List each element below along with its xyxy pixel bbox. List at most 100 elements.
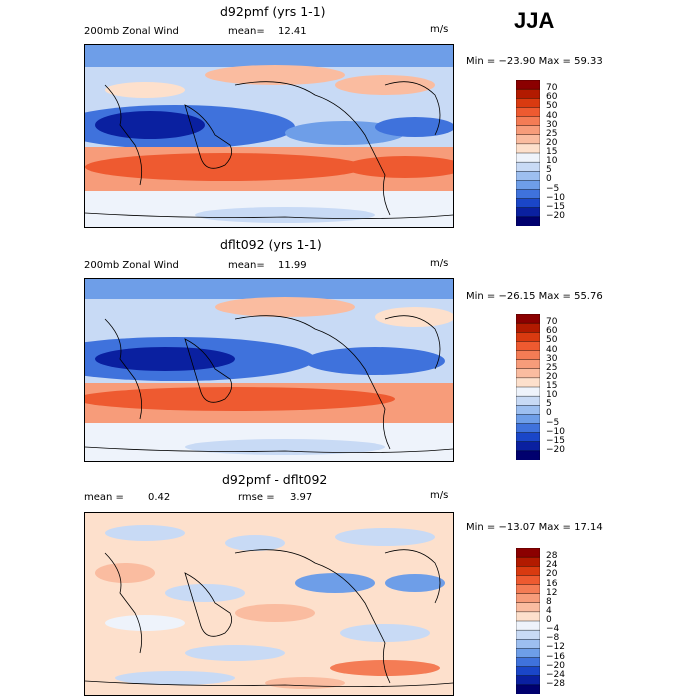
mean-value: 0.42: [148, 492, 171, 503]
colorbar-swatch: [516, 143, 540, 154]
units-label: m/s: [430, 490, 449, 501]
colorbar-level-label: −10: [546, 426, 565, 437]
colorbar-swatch: [516, 423, 540, 434]
colorbar-swatch: [516, 657, 540, 668]
units-label: m/s: [430, 24, 449, 35]
colorbar-swatch: [516, 450, 540, 460]
colorbar-level-label: 5: [546, 165, 552, 176]
colorbar-swatch: [516, 341, 540, 352]
colorbar-level-label: −28: [546, 678, 565, 689]
colorbar-level-label: −16: [546, 651, 565, 662]
mean-label: mean =: [84, 492, 124, 503]
colorbar-level-label: 28: [546, 551, 558, 562]
colorbar-swatch: [516, 395, 540, 406]
colorbar-swatch: [516, 556, 540, 567]
colorbar-level-label: 12: [546, 587, 558, 598]
colorbar-level-label: −15: [546, 201, 565, 212]
mean-value: 12.41: [278, 26, 307, 37]
colorbar-swatch: [516, 322, 540, 333]
colorbar-swatch: [516, 620, 540, 631]
colorbar-swatch: [516, 116, 540, 127]
colorbar-swatch: [516, 107, 540, 118]
colorbar-level-label: 20: [546, 137, 558, 148]
colorbar-level-label: 40: [546, 110, 558, 121]
colorbar-labels: 70 60 50 40 30 25 20 15 10 5 0 −5 −10 −15 −20: [546, 80, 576, 226]
colorbar-level-label: 4: [546, 605, 552, 616]
colorbar-swatch: [516, 125, 540, 136]
colorbar-swatch: [516, 161, 540, 172]
colorbar-level-label: 8: [546, 596, 552, 607]
colorbar-swatch: [516, 314, 540, 324]
colorbar-swatch: [516, 350, 540, 361]
colorbar-swatch: [516, 675, 540, 686]
colorbar-swatch: [516, 666, 540, 677]
colorbar-swatch: [516, 584, 540, 595]
min-max-label: Min = −23.90 Max = 59.33: [466, 56, 603, 67]
colorbar-swatch: [516, 80, 540, 90]
colorbar-level-label: 15: [546, 147, 558, 157]
colorbar-level-label: 60: [546, 92, 558, 103]
colorbar-swatch: [516, 332, 540, 342]
colorbar-swatch: [516, 368, 540, 379]
panel-title: d92pmf (yrs 1-1): [220, 4, 326, 19]
colorbar-level-label: 20: [546, 371, 558, 382]
colorbar-labels: 28 24 20 16 12 8 4 0 −4 −8 −12 −16 −20 −24 −28: [546, 548, 576, 694]
colorbar-level-label: 50: [546, 101, 558, 112]
colorbar-swatch: [516, 629, 540, 640]
min-max-label: Min = −13.07 Max = 17.14: [466, 522, 603, 533]
rmse-label: rmse =: [238, 492, 275, 503]
colorbar-swatch: [516, 386, 540, 397]
colorbar-level-label: −24: [546, 669, 565, 680]
colorbar-level-label: −20: [546, 444, 565, 455]
variable-label: 200mb Zonal Wind: [84, 260, 179, 271]
colorbar-swatch: [516, 171, 540, 181]
colorbar-swatches: [516, 314, 540, 460]
colorbar-swatch: [516, 405, 540, 415]
colorbar-level-label: −4: [546, 624, 560, 635]
season-label: JJA: [514, 8, 555, 33]
colorbar-swatch: [516, 207, 540, 218]
colorbar-level-label: −5: [546, 183, 560, 194]
mean-label: mean=: [228, 260, 265, 271]
colorbar-swatch: [516, 575, 540, 586]
colorbar-swatch: [516, 216, 540, 226]
colorbar-level-label: −10: [546, 192, 565, 203]
colorbar-swatch: [516, 593, 540, 604]
rmse-value: 3.97: [290, 492, 313, 503]
colorbar-level-label: 50: [546, 335, 558, 346]
colorbar-level-label: 16: [546, 578, 558, 589]
colorbar-swatch: [516, 441, 540, 452]
variable-label: 200mb Zonal Wind: [84, 26, 179, 37]
colorbar-swatch: [516, 134, 540, 145]
colorbar-level-label: 30: [546, 353, 558, 364]
colorbar-level-label: −8: [546, 633, 560, 644]
colorbar-level-label: 24: [546, 560, 558, 571]
colorbar-level-label: −15: [546, 435, 565, 446]
colorbar-level-label: 0: [546, 408, 552, 419]
colorbar-level-label: 25: [546, 128, 558, 139]
colorbar-swatches: [516, 80, 540, 226]
colorbar-level-label: 30: [546, 119, 558, 130]
colorbar-level-label: 70: [546, 83, 558, 94]
colorbar-swatch: [516, 98, 540, 108]
zonal-wind-map: [84, 278, 454, 462]
min-max-label: Min = −26.15 Max = 55.76: [466, 291, 603, 302]
colorbar-swatch: [516, 189, 540, 200]
difference-map: [84, 512, 454, 696]
colorbar-swatch: [516, 88, 540, 99]
zonal-wind-map: [84, 44, 454, 228]
colorbar-level-label: 70: [546, 317, 558, 328]
colorbar-swatch: [516, 566, 540, 576]
colorbar-swatch: [516, 684, 540, 694]
colorbar-swatch: [516, 548, 540, 558]
colorbar-level-label: −12: [546, 642, 565, 653]
colorbar-level-label: 15: [546, 381, 558, 391]
colorbar-level-label: 5: [546, 399, 552, 410]
colorbar-level-label: 20: [546, 569, 558, 580]
colorbar-swatch: [516, 359, 540, 370]
colorbar-level-label: −20: [546, 660, 565, 671]
mean-value: 11.99: [278, 260, 307, 271]
colorbar-level-label: 0: [546, 174, 552, 185]
colorbar-swatches: [516, 548, 540, 694]
colorbar-swatch: [516, 377, 540, 388]
